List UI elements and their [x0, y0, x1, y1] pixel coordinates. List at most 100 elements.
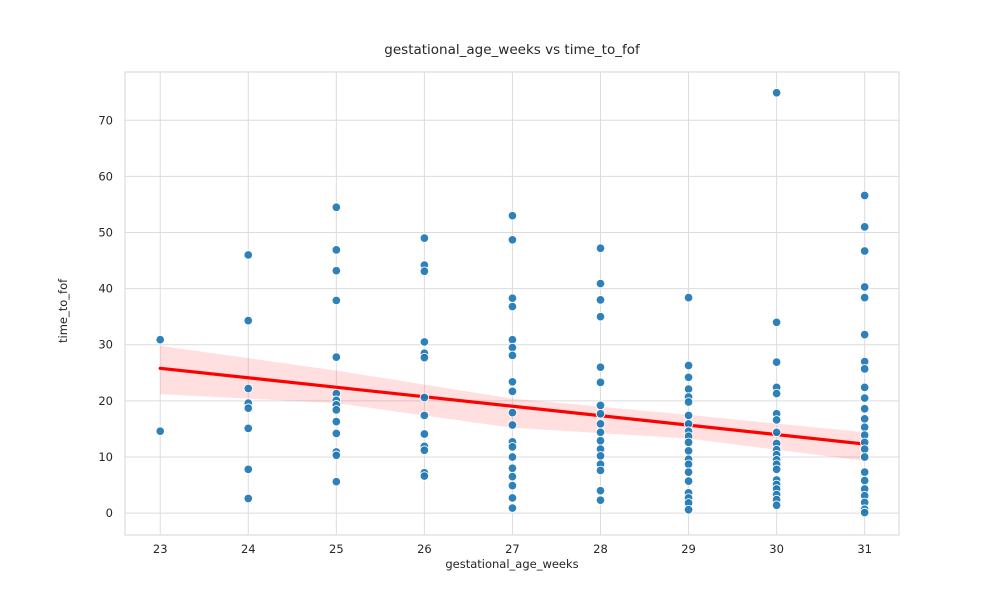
- data-point: [595, 400, 606, 411]
- data-point: [595, 311, 606, 322]
- x-tick-label: 31: [857, 542, 872, 556]
- data-point: [771, 317, 782, 328]
- data-point: [507, 301, 518, 312]
- data-point: [771, 464, 782, 475]
- data-point: [507, 463, 518, 473]
- data-point: [331, 265, 342, 276]
- data-point: [507, 210, 518, 221]
- data-point: [507, 350, 518, 361]
- x-tick-label: 28: [593, 542, 608, 556]
- data-point: [595, 243, 606, 253]
- data-point: [419, 266, 430, 276]
- data-point: [331, 352, 342, 362]
- data-point: [507, 377, 518, 387]
- data-point: [859, 282, 870, 292]
- data-point: [859, 246, 870, 256]
- y-tick-label: 70: [98, 113, 113, 127]
- data-point: [683, 459, 694, 470]
- data-point: [331, 450, 342, 461]
- data-point: [595, 278, 606, 289]
- data-point: [683, 476, 694, 486]
- data-point: [683, 292, 694, 303]
- data-point: [859, 403, 870, 414]
- y-tick-label: 20: [98, 394, 113, 408]
- data-point: [507, 334, 518, 345]
- data-point: [595, 419, 606, 429]
- data-point: [331, 405, 342, 415]
- plot-border: [124, 71, 900, 536]
- data-point: [331, 202, 342, 213]
- y-tick-label: 40: [98, 282, 113, 296]
- data-point: [595, 451, 606, 461]
- data-point: [595, 465, 606, 476]
- data-point: [595, 495, 606, 505]
- data-point: [683, 410, 694, 421]
- data-point: [683, 437, 694, 448]
- data-point: [243, 423, 254, 434]
- y-tick-label: 60: [98, 169, 113, 183]
- data-point: [859, 364, 870, 374]
- data-point: [507, 342, 518, 353]
- data-point: [683, 504, 694, 515]
- data-point: [419, 233, 430, 243]
- data-point: [419, 352, 430, 363]
- regression-line: [158, 366, 867, 446]
- x-tick-label: 24: [241, 542, 256, 556]
- data-point: [859, 452, 870, 462]
- data-point: [595, 409, 606, 419]
- data-point: [507, 480, 518, 491]
- data-point: [419, 471, 430, 481]
- data-point: [859, 475, 870, 486]
- y-tick-label: 0: [106, 506, 113, 520]
- data-point: [507, 407, 518, 418]
- data-point: [859, 222, 870, 232]
- y-tick-label: 10: [98, 450, 113, 464]
- data-point: [859, 422, 870, 432]
- x-tick-label: 26: [417, 542, 432, 556]
- data-point: [243, 250, 254, 260]
- data-point: [859, 329, 870, 340]
- data-point: [683, 360, 694, 371]
- data-point: [331, 245, 342, 255]
- data-point: [243, 383, 254, 394]
- data-point: [155, 426, 165, 436]
- x-tick-label: 27: [505, 542, 520, 556]
- data-point: [243, 315, 254, 326]
- x-tick-label: 23: [153, 542, 168, 556]
- x-tick-label: 29: [681, 542, 696, 556]
- data-point: [243, 403, 254, 413]
- data-point: [595, 485, 606, 496]
- data-point: [771, 500, 782, 511]
- data-point: [507, 452, 518, 462]
- y-tick-label: 30: [98, 338, 113, 352]
- data-point: [419, 445, 430, 456]
- data-point: [859, 414, 870, 424]
- data-point: [771, 88, 782, 98]
- data-point: [507, 235, 518, 245]
- data-point: [595, 362, 606, 372]
- data-point: [419, 429, 430, 439]
- data-point: [419, 410, 430, 421]
- data-point: [155, 334, 165, 345]
- data-point: [419, 392, 430, 403]
- data-point: [595, 295, 606, 305]
- data-point: [859, 467, 870, 477]
- data-point: [595, 427, 606, 438]
- data-point: [683, 384, 694, 394]
- data-point: [771, 427, 782, 438]
- data-point: [331, 428, 342, 439]
- data-point: [771, 357, 782, 367]
- data-point: [683, 372, 694, 383]
- data-point: [771, 388, 782, 399]
- x-tick-label: 25: [329, 542, 344, 556]
- data-point: [859, 444, 870, 454]
- data-point: [507, 493, 518, 503]
- data-point: [243, 493, 254, 504]
- data-point: [771, 415, 782, 425]
- data-point: [859, 190, 870, 201]
- data-point: [507, 503, 518, 513]
- data-point: [859, 507, 870, 518]
- data-point: [595, 435, 606, 446]
